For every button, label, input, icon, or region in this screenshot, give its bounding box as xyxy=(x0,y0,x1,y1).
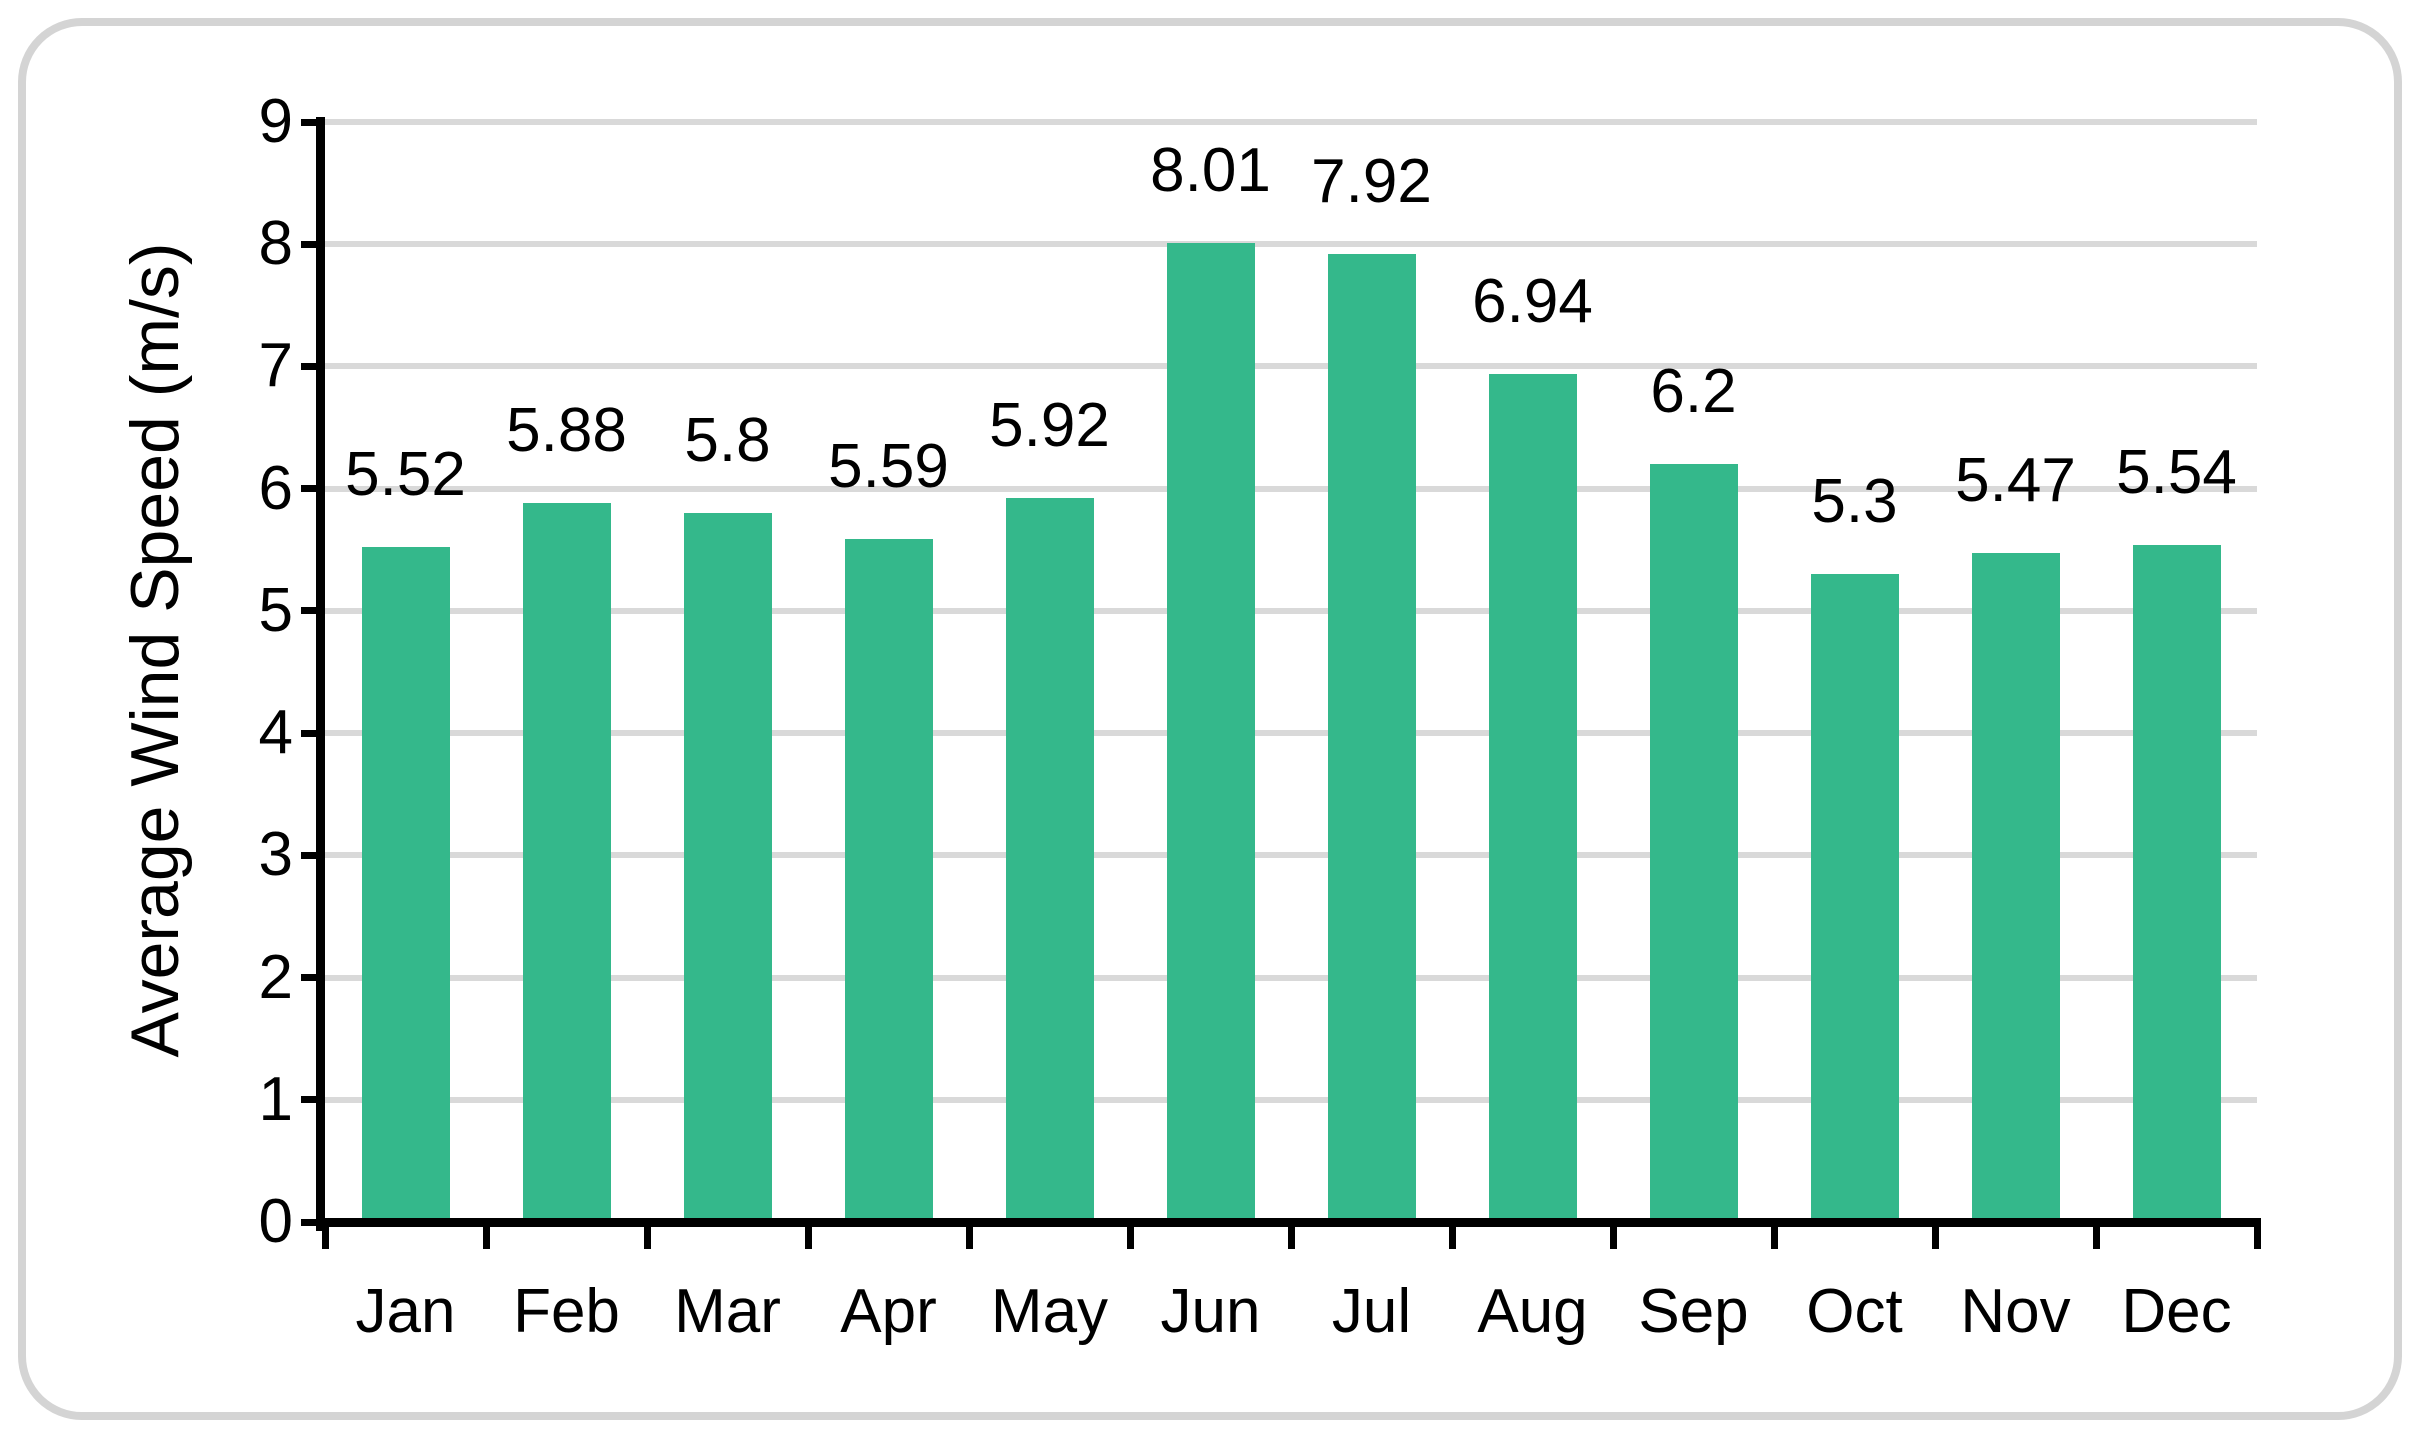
y-tick-label: 4 xyxy=(258,698,293,768)
y-axis-tick xyxy=(301,851,325,859)
y-axis-title: Average Wind Speed (m/s) xyxy=(117,242,193,1058)
bar-value-label: 5.54 xyxy=(2116,437,2237,507)
bar-apr xyxy=(844,538,933,1222)
y-tick-label: 6 xyxy=(258,453,293,523)
y-tick-label: 9 xyxy=(258,87,293,156)
x-tick-label-may: May xyxy=(990,1277,1109,1346)
x-tick-label-apr: Apr xyxy=(840,1277,937,1346)
gridline xyxy=(325,852,2257,859)
bar-mar xyxy=(683,513,772,1222)
x-tick-label-feb: Feb xyxy=(513,1277,620,1346)
y-axis-tick xyxy=(301,362,325,370)
x-axis-tick xyxy=(1126,1222,1134,1249)
x-tick-label-aug: Aug xyxy=(1477,1277,1588,1346)
bar-value-label: 6.94 xyxy=(1472,266,1593,336)
gridline xyxy=(325,485,2257,492)
bar-value-label: 6.2 xyxy=(1650,357,1737,427)
bar-feb xyxy=(522,503,611,1222)
x-axis-tick xyxy=(1770,1222,1778,1249)
y-tick-label: 1 xyxy=(258,1064,293,1134)
x-axis-tick xyxy=(2092,1222,2100,1249)
y-tick-label: 5 xyxy=(258,575,293,645)
bar-jan xyxy=(361,547,450,1222)
y-axis-tick xyxy=(301,1096,325,1104)
y-tick-label: 0 xyxy=(258,1187,293,1256)
x-axis-tick xyxy=(643,1222,651,1249)
bar-value-label: 5.3 xyxy=(1811,467,1898,537)
bar-may xyxy=(1005,498,1094,1222)
bar-aug xyxy=(1488,373,1577,1222)
gridline xyxy=(325,241,2257,248)
bar-value-label: 5.88 xyxy=(506,396,627,466)
x-axis-tick xyxy=(1609,1222,1617,1249)
x-axis-line xyxy=(316,1217,2261,1227)
x-axis-tick xyxy=(965,1222,973,1249)
x-tick-label-oct: Oct xyxy=(1806,1277,1903,1346)
y-axis-tick xyxy=(301,118,325,126)
x-axis-tick xyxy=(1287,1222,1295,1249)
x-tick-label-jul: Jul xyxy=(1331,1277,1412,1346)
gridline xyxy=(325,119,2257,125)
x-axis-tick xyxy=(1448,1222,1456,1249)
x-axis-tick xyxy=(482,1222,490,1249)
bar-jul xyxy=(1327,254,1416,1222)
bar-sep xyxy=(1649,464,1738,1222)
bar-dec xyxy=(2132,544,2221,1222)
y-axis-tick xyxy=(301,1218,325,1226)
bar-value-label: 7.92 xyxy=(1311,147,1432,216)
bar-value-label: 5.47 xyxy=(1955,446,2076,516)
x-tick-label-nov: Nov xyxy=(1960,1277,2071,1346)
y-axis-tick xyxy=(301,729,325,737)
x-tick-label-sep: Sep xyxy=(1638,1277,1749,1346)
y-tick-label: 2 xyxy=(258,942,293,1012)
x-tick-label-mar: Mar xyxy=(674,1277,781,1346)
x-axis-tick xyxy=(1931,1222,1939,1249)
gridline xyxy=(325,1096,2257,1103)
x-tick-label-dec: Dec xyxy=(2121,1277,2232,1346)
bar-oct xyxy=(1810,574,1899,1222)
x-axis-tick xyxy=(804,1222,812,1249)
x-tick-label-jan: Jan xyxy=(355,1277,456,1346)
bar-jun xyxy=(1166,243,1255,1222)
y-axis-line xyxy=(316,117,325,1231)
gridline xyxy=(325,974,2257,981)
y-tick-label: 7 xyxy=(258,331,293,401)
y-tick-label: 8 xyxy=(258,209,293,279)
y-axis-tick xyxy=(301,240,325,248)
y-axis-tick xyxy=(301,485,325,493)
bar-value-label: 5.92 xyxy=(989,391,1110,461)
gridline xyxy=(325,730,2257,737)
y-tick-label: 3 xyxy=(258,820,293,890)
y-axis-tick xyxy=(301,607,325,615)
bar-nov xyxy=(1971,553,2060,1222)
bar-value-label: 8.01 xyxy=(1150,136,1271,205)
x-axis-tick xyxy=(2253,1222,2261,1249)
x-tick-label-jun: Jun xyxy=(1160,1277,1261,1346)
gridline xyxy=(325,363,2257,370)
y-axis-tick xyxy=(301,974,325,982)
bar-value-label: 5.8 xyxy=(684,406,771,476)
bar-value-label: 5.59 xyxy=(828,431,949,501)
gridline xyxy=(325,607,2257,614)
x-axis-tick xyxy=(321,1222,329,1249)
bar-value-label: 5.52 xyxy=(345,440,466,510)
